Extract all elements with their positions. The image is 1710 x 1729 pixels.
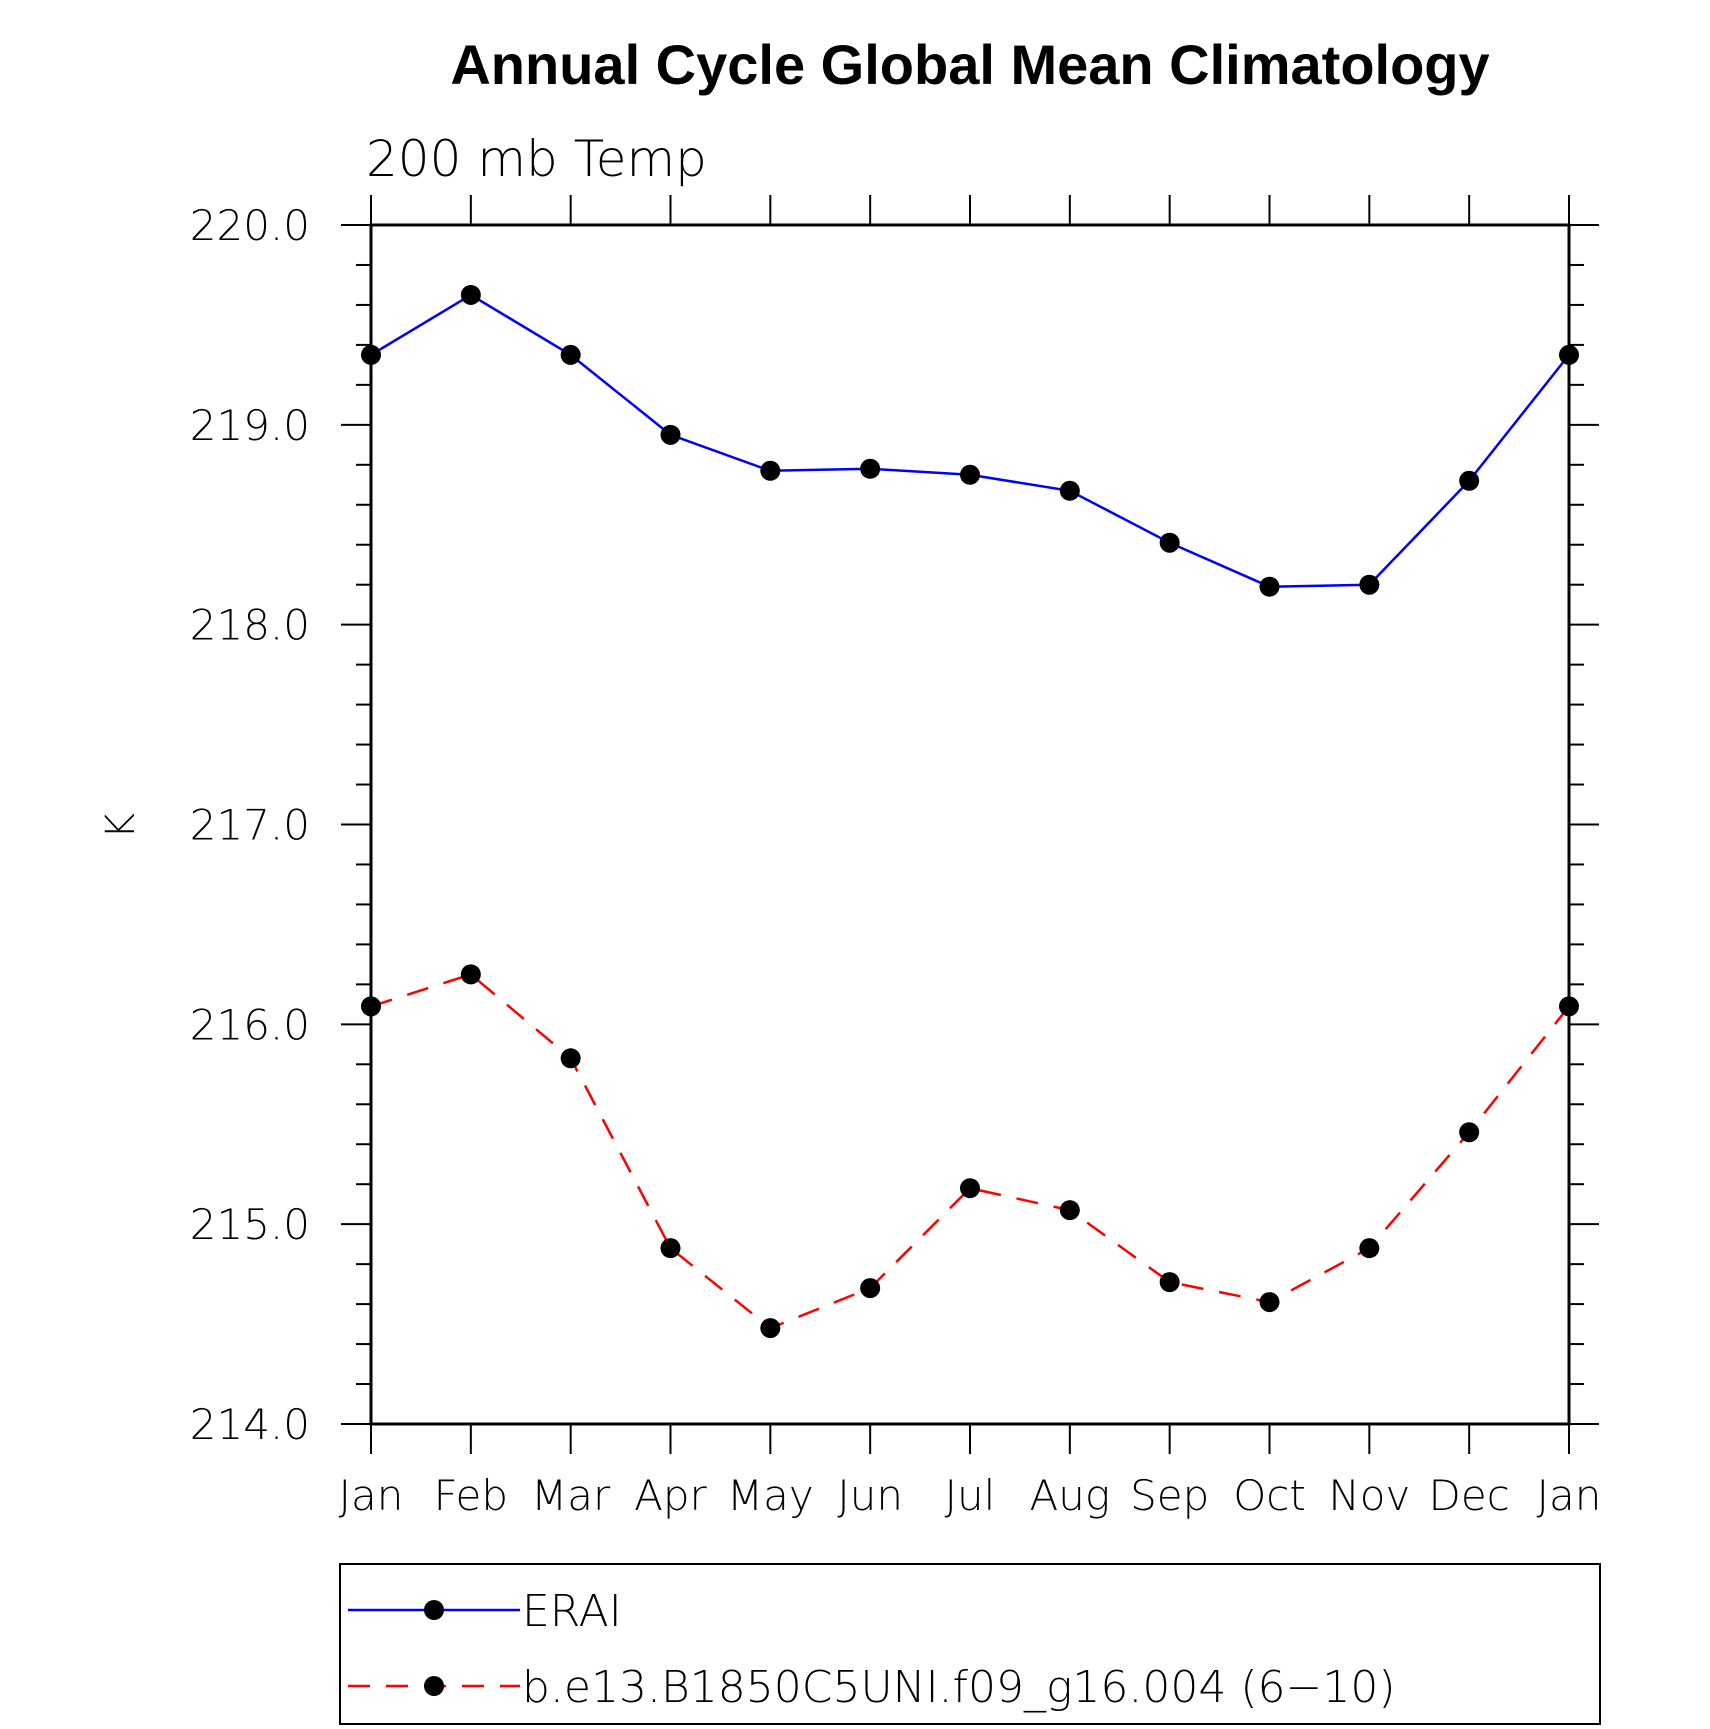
series-group	[361, 284, 1579, 1339]
y-tick-label: 214.0	[190, 1400, 310, 1449]
series-2-point	[1559, 996, 1579, 1017]
series-2-point	[1159, 1272, 1180, 1293]
series-1-point	[1359, 574, 1380, 595]
series-2-point	[660, 1238, 681, 1259]
x-tick-label: Nov	[1328, 1471, 1410, 1520]
series-1-point	[960, 464, 980, 485]
legend-marker-2	[424, 1676, 444, 1696]
series-2-point	[1259, 1292, 1280, 1313]
x-tick-label: Dec	[1429, 1471, 1510, 1520]
series-2-point	[960, 1178, 980, 1199]
y-tick-label: 218.0	[190, 601, 310, 650]
y-tick-label: 217.0	[190, 801, 310, 850]
x-tick-label: Mar	[531, 1471, 611, 1520]
legend-box	[339, 1563, 1601, 1725]
legend-label-1: ERAI	[522, 1586, 622, 1637]
y-tick-label: 215.0	[190, 1200, 310, 1249]
series-1-point	[660, 424, 681, 445]
series-2-point	[1459, 1122, 1480, 1143]
series-2-point	[1359, 1238, 1380, 1259]
series-line-1	[370, 293, 1570, 588]
series-1-point	[1259, 576, 1280, 597]
x-tick-label: May	[727, 1471, 814, 1520]
legend: ERAI b.e13.B1850C5UNI.f09_g16.004 (6−10)	[348, 1586, 1396, 1713]
series-1-point	[1159, 532, 1180, 553]
series-1-point	[760, 460, 781, 481]
x-tick-label: Feb	[434, 1471, 508, 1520]
series-1-point	[460, 284, 481, 305]
series-1-point	[1459, 470, 1480, 491]
chart-subtitle: 200 mb Temp	[366, 130, 707, 188]
series-1-point	[1059, 480, 1080, 501]
x-tick-label: Jul	[945, 1471, 996, 1520]
legend-marker-1	[424, 1600, 444, 1620]
x-tick-label: Aug	[1030, 1471, 1111, 1520]
x-tick-label: Jun	[837, 1471, 903, 1520]
y-ticks: 214.0 215.0 216.0 217.0 218.0 219.0 220.0	[190, 201, 1599, 1449]
series-1-point	[361, 344, 381, 365]
plot-frame	[369, 223, 1571, 1426]
series-2-point	[760, 1318, 781, 1339]
series-2-point	[460, 964, 481, 985]
y-tick-label: 219.0	[190, 401, 310, 450]
series-1-point	[560, 344, 581, 365]
y-tick-label: 216.0	[190, 1000, 310, 1049]
series-line-2	[370, 972, 1570, 1330]
series-1-point	[1559, 344, 1579, 365]
x-ticks: Jan Feb Mar Apr May Jun Jul Aug Sep Oct Nov Dec Jan	[339, 195, 1602, 1520]
legend-label-2: b.e13.B1850C5UNI.f09_g16.004 (6−10)	[522, 1662, 1396, 1713]
x-tick-label: Apr	[634, 1471, 707, 1520]
chart-title: Annual Cycle Global Mean Climatology	[450, 33, 1489, 96]
series-2-point	[361, 996, 381, 1017]
series-2-point	[1059, 1200, 1080, 1221]
x-tick-label: Jan	[339, 1471, 404, 1520]
y-tick-label: 220.0	[190, 201, 310, 250]
series-1-point	[860, 458, 881, 479]
x-tick-label: Sep	[1130, 1471, 1209, 1520]
x-tick-label: Oct	[1233, 1471, 1306, 1520]
y-axis-label: K	[98, 813, 144, 839]
series-2-point	[860, 1278, 881, 1299]
x-tick-label: Jan	[1537, 1471, 1602, 1520]
series-2-point	[560, 1048, 581, 1069]
